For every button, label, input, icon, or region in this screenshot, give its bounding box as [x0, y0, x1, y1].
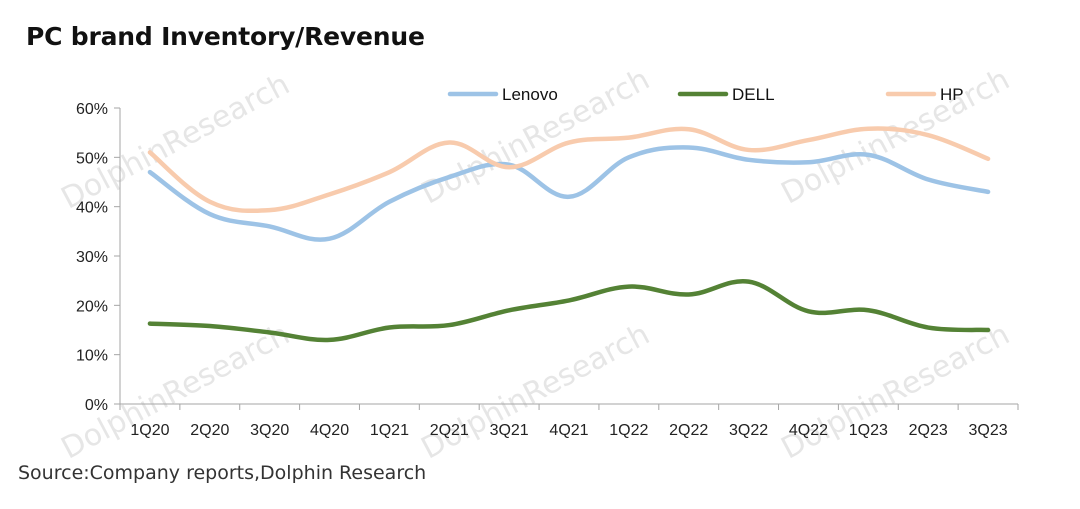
chart-title: PC brand Inventory/Revenue [26, 22, 425, 51]
x-tick-label: 1Q23 [849, 422, 888, 439]
y-tick-label: 50% [76, 150, 108, 167]
y-tick-label: 20% [76, 298, 108, 315]
y-tick-label: 30% [76, 249, 108, 266]
series-line-lenovo [147, 145, 991, 242]
x-tick-label: 1Q20 [130, 422, 169, 439]
x-tick-label: 1Q21 [370, 422, 409, 439]
y-tick-label: 10% [76, 348, 108, 365]
axis-layer: 0% 10% 20% 30% 40% 50% 60% 1Q20 2Q20 3Q20 4Q20 1Q21… [76, 101, 1019, 439]
y-tick-label: 60% [76, 101, 108, 118]
x-tick-label: 3Q20 [250, 422, 289, 439]
x-tick-label: 3Q23 [968, 422, 1007, 439]
series-line-dell [147, 279, 991, 343]
series-line-hp [147, 126, 991, 214]
x-tick-label: 3Q21 [490, 422, 529, 439]
y-tick-label: 0% [85, 397, 108, 414]
x-tick-label: 1Q22 [609, 422, 648, 439]
watermark-text: DolphinResearch [56, 317, 296, 467]
watermark-layer: DolphinResearch DolphinResearch DolphinRes… [56, 62, 1016, 467]
y-tick-label: 40% [76, 200, 108, 217]
x-tick-label: 2Q20 [190, 422, 229, 439]
x-tick-label: 2Q22 [669, 422, 708, 439]
x-tick-label: 2Q21 [430, 422, 469, 439]
source-note: Source:Company reports,Dolphin Research [18, 462, 427, 484]
x-tick-label: 4Q21 [549, 422, 588, 439]
watermark-text: DolphinResearch [776, 317, 1016, 467]
x-tick-label: 3Q22 [729, 422, 768, 439]
x-tick-label: 4Q22 [789, 422, 828, 439]
x-tick-label: 4Q20 [310, 422, 349, 439]
legend-label-dell: DELL [732, 85, 775, 104]
series-layer [147, 126, 991, 343]
watermark-text: DolphinResearch [416, 317, 656, 467]
x-tick-label: 2Q23 [909, 422, 948, 439]
legend: Lenovo DELL HP [447, 85, 964, 104]
legend-label-hp: HP [940, 85, 964, 104]
legend-label-lenovo: Lenovo [502, 85, 558, 104]
